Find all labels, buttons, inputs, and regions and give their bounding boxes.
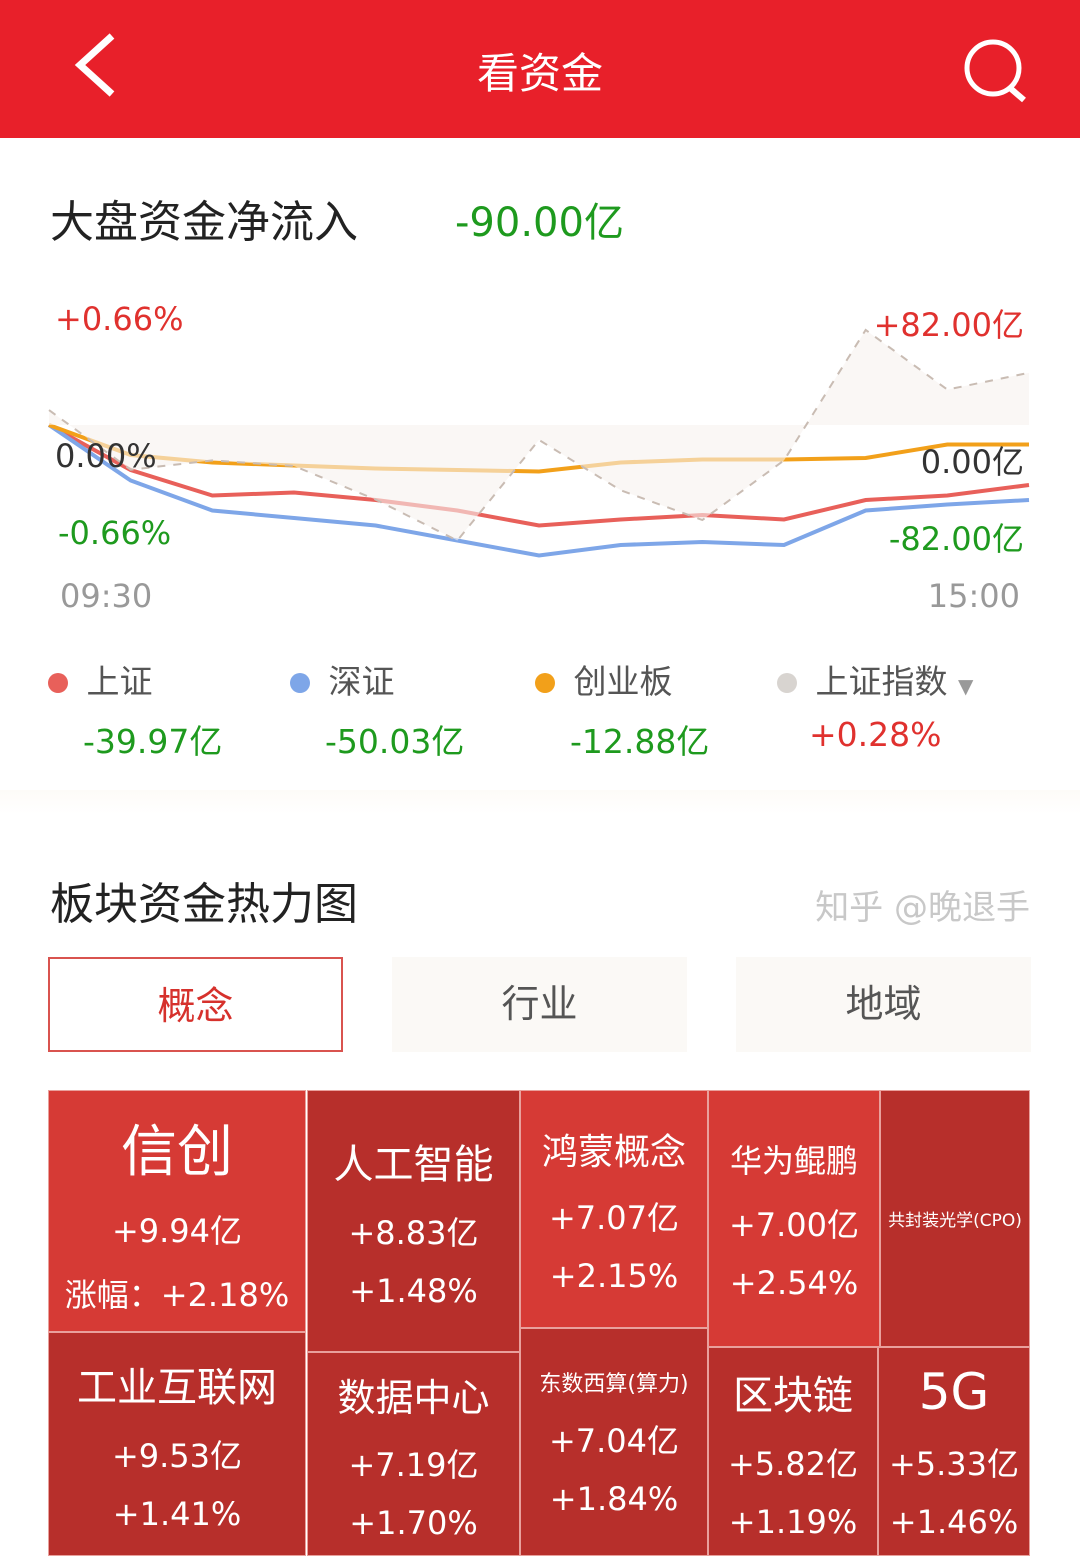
right-axis-top: +82.00亿 — [873, 306, 1024, 344]
sector-name: 区块链 — [733, 1372, 853, 1419]
right-axis-mid: 0.00亿 — [920, 443, 1024, 481]
heatmap-cell[interactable]: 东数西算(算力) +7.04亿 +1.84% — [520, 1328, 708, 1556]
watermark: 知乎 @晚退手 — [815, 888, 1030, 928]
legend-dot — [290, 673, 310, 693]
back-button[interactable] — [70, 30, 130, 100]
legend-chinext[interactable]: 创业板 -12.88亿 — [535, 655, 709, 763]
sector-name: 5G — [918, 1362, 990, 1421]
legend-value: -50.03亿 — [325, 722, 465, 761]
tab-region[interactable]: 地域 — [736, 957, 1031, 1052]
sector-flow: +5.82亿 — [727, 1444, 859, 1483]
right-axis-bottom: -82.00亿 — [888, 520, 1024, 558]
tab-concept[interactable]: 概念 — [48, 957, 343, 1052]
sector-change: +2.15% — [549, 1257, 679, 1295]
sector-change: +1.48% — [349, 1272, 478, 1310]
legend-value: -12.88亿 — [570, 722, 710, 761]
series-line-1 — [48, 423, 1030, 558]
legend-label: 上证指数 — [815, 662, 948, 701]
sector-flow: +8.83亿 — [348, 1214, 479, 1252]
heatmap-cell[interactable]: 工业互联网 +9.53亿 +1.41% — [48, 1332, 306, 1556]
tab-industry[interactable]: 行业 — [392, 957, 687, 1052]
legend-shanghai[interactable]: 上证 -39.97亿 — [48, 655, 222, 763]
section-divider — [0, 790, 1080, 814]
legend-shenzhen[interactable]: 深证 -50.03亿 — [290, 655, 464, 763]
legend-value: +0.28% — [809, 715, 942, 754]
sector-name: 人工智能 — [333, 1142, 494, 1188]
caret-down-icon: ▼ — [958, 674, 974, 698]
sector-flow: +9.53亿 — [111, 1437, 243, 1475]
sector-change: +1.46% — [889, 1502, 1019, 1541]
sector-flow: +7.04亿 — [548, 1422, 680, 1460]
heatmap-cell[interactable]: 数据中心 +7.19亿 +1.70% — [307, 1352, 520, 1556]
left-axis-top: +0.66% — [55, 300, 184, 338]
start-time: 09:30 — [60, 577, 153, 615]
sector-change: +2.54% — [729, 1263, 859, 1302]
sector-name: 数据中心 — [337, 1375, 490, 1420]
heatmap-cell[interactable]: 信创 +9.94亿涨幅：+2.18% — [48, 1090, 306, 1332]
sector-name: 东数西算(算力) — [539, 1372, 689, 1397]
fund-flow-chart — [48, 328, 1030, 558]
sector-name: 共封装光学(CPO) — [888, 1211, 1022, 1231]
legend-label: 上证 — [86, 662, 153, 701]
sector-name: 信创 — [121, 1119, 233, 1185]
sector-name: 鸿蒙概念 — [541, 1132, 686, 1173]
legend-dot — [48, 673, 68, 693]
page-title: 看资金 — [476, 49, 603, 98]
legend-index-dropdown[interactable]: 上证指数 ▼ +0.28% — [777, 655, 973, 754]
end-time: 15:00 — [927, 577, 1020, 615]
sector-flow: +9.94亿 — [111, 1211, 243, 1250]
legend-label: 深证 — [328, 662, 395, 701]
heatmap-cell[interactable]: 5G +5.33亿 +1.46% — [878, 1347, 1030, 1556]
search-icon — [964, 39, 1026, 103]
sector-change: 涨幅：+2.18% — [64, 1275, 290, 1314]
heatmap-cell[interactable]: 华为鲲鹏 +7.00亿 +2.54% — [708, 1090, 880, 1347]
sector-change: +1.84% — [549, 1480, 679, 1518]
sector-flow: +7.00亿 — [728, 1205, 860, 1244]
legend-value: -39.97亿 — [83, 722, 223, 761]
series-line-0 — [48, 423, 1030, 528]
sector-flow: +5.33亿 — [888, 1444, 1020, 1483]
legend-dot — [777, 673, 797, 693]
chevron-left-icon — [74, 33, 115, 97]
heatmap-cell[interactable]: 鸿蒙概念 +7.07亿 +2.15% — [520, 1090, 708, 1328]
heatmap-title: 板块资金热力图 — [50, 879, 358, 930]
left-axis-bottom: -0.66% — [58, 514, 172, 552]
net-inflow-label: 大盘资金净流入 — [50, 197, 358, 248]
sector-change: +1.70% — [349, 1503, 478, 1542]
sector-flow: +7.19亿 — [348, 1445, 479, 1484]
left-axis-mid: 0.00% — [55, 437, 157, 475]
series-line-3 — [48, 328, 1030, 542]
sector-change: +1.19% — [728, 1502, 858, 1541]
sector-flow: +7.07亿 — [548, 1199, 680, 1237]
heatmap-cell[interactable]: 人工智能 +8.83亿 +1.48% — [307, 1090, 520, 1352]
search-button[interactable] — [960, 36, 1030, 106]
series-line-2 — [48, 423, 1029, 474]
sector-name: 华为鲲鹏 — [729, 1141, 858, 1180]
legend-dot — [535, 673, 555, 693]
sector-change: +1.41% — [112, 1495, 242, 1533]
heatmap-cell[interactable]: 区块链 +5.82亿 +1.19% — [708, 1347, 878, 1556]
top-bar — [0, 0, 1080, 138]
net-inflow-value: -90.00亿 — [455, 200, 624, 246]
sector-name: 工业互联网 — [77, 1365, 277, 1411]
legend-label: 创业板 — [573, 662, 673, 701]
index-area — [49, 329, 1029, 541]
heatmap-cell[interactable]: 共封装光学(CPO) — [880, 1090, 1030, 1347]
